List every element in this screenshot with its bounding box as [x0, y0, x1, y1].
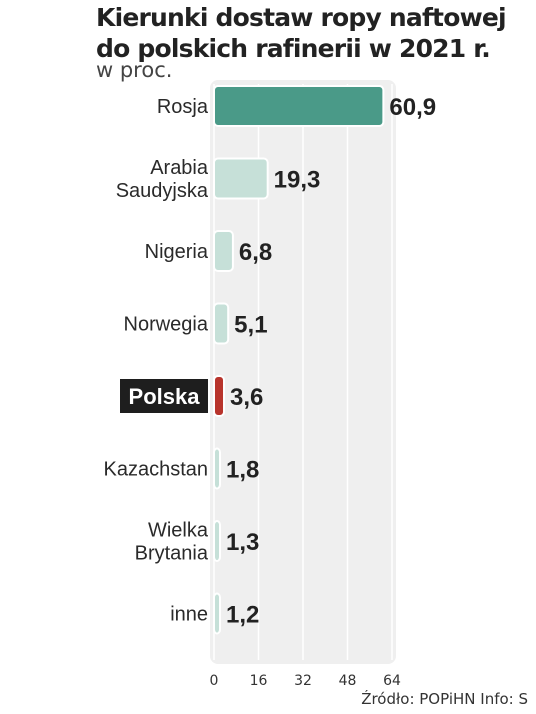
- chart-title: Kierunki dostaw ropy naftowej do polskic…: [96, 2, 526, 64]
- category-label: Arabia: [150, 157, 209, 179]
- x-tick-label: 16: [250, 673, 268, 689]
- value-label: 6,8: [239, 239, 272, 266]
- bar: [213, 520, 221, 562]
- chart-subtitle: w proc.: [96, 58, 173, 82]
- category-label: Rosja: [157, 96, 209, 118]
- value-label: 1,2: [226, 602, 259, 629]
- category-label: Norwegia: [124, 314, 209, 336]
- category-label: Wielka: [148, 520, 209, 542]
- category-label: Polska: [129, 384, 201, 409]
- value-label: 5,1: [234, 312, 267, 339]
- value-label: 1,8: [226, 457, 259, 484]
- x-tick-label: 0: [210, 673, 219, 689]
- value-label: 3,6: [230, 384, 263, 411]
- category-label: Saudyjska: [116, 180, 209, 202]
- chart-title-line-1: Kierunki dostaw ropy naftowej: [96, 3, 507, 32]
- chart-title-line-2: do polskich rafinerii w 2021 r.: [96, 34, 491, 63]
- source-credit: Źródło: POPiHN Info: S: [361, 690, 528, 708]
- value-label: 1,3: [226, 529, 259, 556]
- bar: [213, 157, 269, 200]
- bar: [213, 375, 226, 417]
- category-label: Brytania: [135, 543, 209, 565]
- value-label: 60,9: [389, 94, 436, 121]
- bar: [213, 85, 385, 127]
- bar: [213, 230, 234, 272]
- value-label: 19,3: [274, 167, 321, 194]
- x-tick-label: 48: [339, 673, 357, 689]
- highlight-label-bg: [120, 379, 208, 413]
- category-label: inne: [170, 604, 208, 626]
- bar: [213, 592, 221, 635]
- bar: [213, 447, 221, 490]
- category-label: Nigeria: [145, 241, 209, 263]
- x-tick-label: 32: [294, 673, 312, 689]
- x-tick-label: 64: [383, 673, 401, 689]
- bar: [213, 302, 230, 345]
- category-label: Kazachstan: [103, 459, 208, 481]
